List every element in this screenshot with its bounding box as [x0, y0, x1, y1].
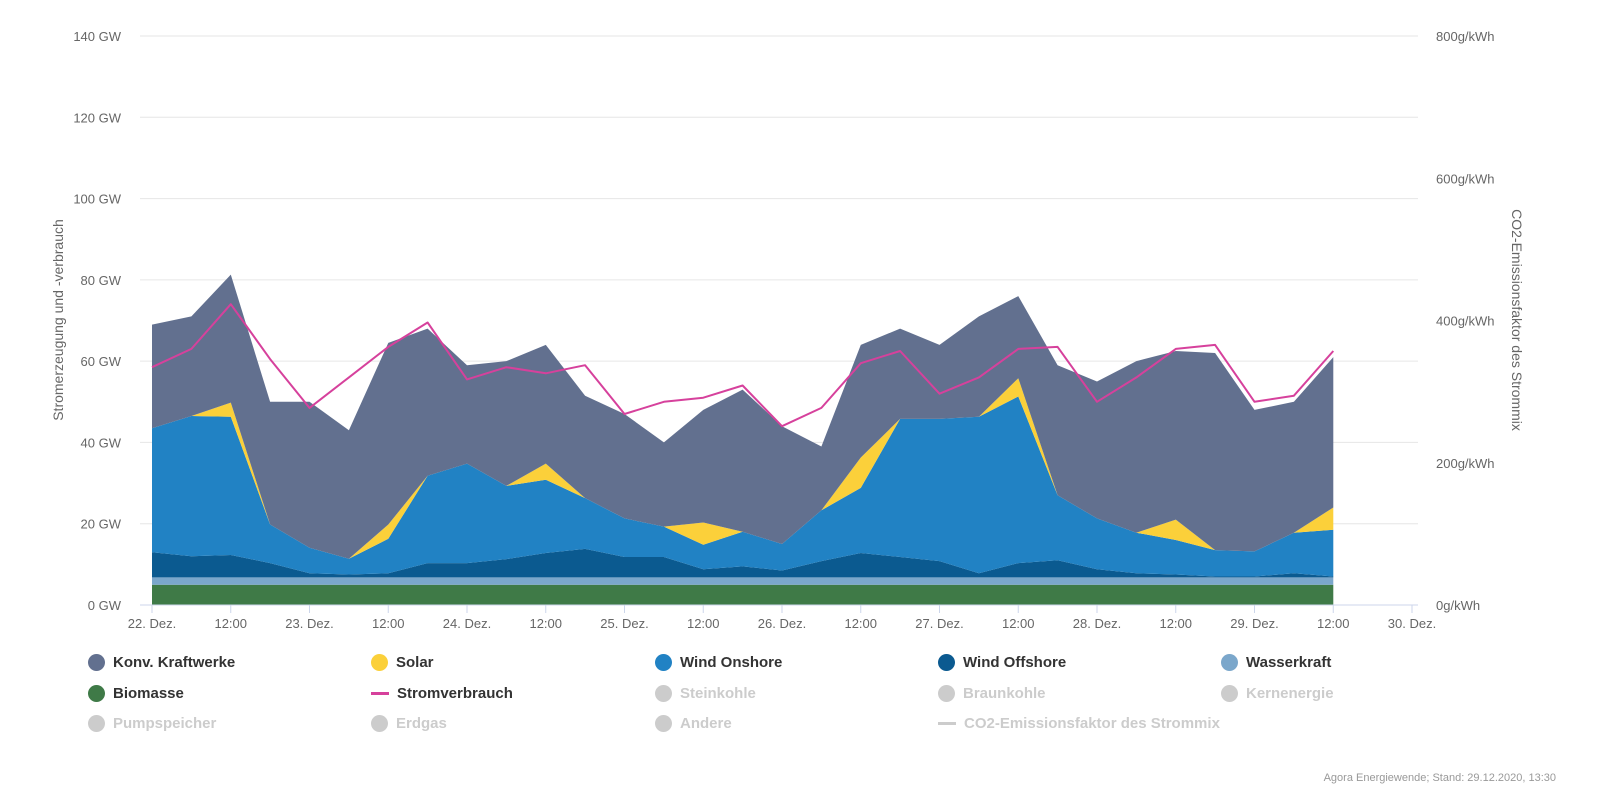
- area-wind-onshore: [152, 396, 1334, 577]
- area-biomasse: [152, 584, 1334, 605]
- x-tick-label: 12:00: [1002, 616, 1035, 631]
- y-tick-label: 20 GW: [81, 517, 122, 532]
- y-tick-label: 100 GW: [73, 192, 121, 207]
- legend-item-kernenergie[interactable]: Kernenergie: [1221, 683, 1334, 703]
- line-stromverbrauch: [151, 303, 1335, 428]
- y-axis-left: 0 GW 20 GW 40 GW 60 GW 80 GW 100 GW 120 GW 140 …: [73, 29, 121, 613]
- legend-label: Kernenergie: [1246, 684, 1334, 702]
- y-axis-title: Stromerzeugung und -verbrauch: [50, 219, 66, 421]
- x-tick-label: 12:00: [844, 616, 877, 631]
- legend-label: Erdgas: [396, 714, 447, 732]
- legend-label: CO2-Emissionsfaktor des Strommix: [964, 714, 1220, 732]
- legend-label: Stromverbrauch: [397, 684, 513, 702]
- legend-label: Solar: [396, 653, 434, 671]
- legend-dot-icon: [655, 714, 672, 732]
- x-tick-label: 24. Dez.: [443, 616, 491, 631]
- legend-line-symbol: [371, 691, 389, 695]
- legend-dot-icon: [371, 653, 388, 671]
- legend-label: Konv. Kraftwerke: [113, 653, 236, 671]
- legend-label: Wind Onshore: [680, 653, 783, 671]
- area-wasserkraft: [152, 577, 1334, 585]
- x-tick-label: 27. Dez.: [915, 616, 963, 631]
- legend-item-co2-emissionsfaktor-des-strommix[interactable]: CO2-Emissionsfaktor des Strommix: [938, 713, 1220, 733]
- legend-item-wind-onshore[interactable]: Wind Onshore: [655, 652, 782, 672]
- stacked-areas: [152, 274, 1334, 605]
- legend-label: Pumpspeicher: [113, 714, 217, 732]
- credits[interactable]: Agora Energiewende; Stand: 29.12.2020, 1…: [1323, 772, 1556, 784]
- y-axis-right: 0g/kWh 200g/kWh 400g/kWh 600g/kWh 800g/kWh: [1436, 29, 1495, 613]
- legend-item-wasserkraft[interactable]: Wasserkraft: [1221, 652, 1331, 672]
- legend-dot-icon: [1221, 653, 1238, 671]
- y-tick-label: 80 GW: [81, 273, 122, 288]
- x-tick-label: 30. Dez.: [1388, 616, 1436, 631]
- x-tick-label: 12:00: [1317, 616, 1350, 631]
- legend-item-wind-offshore[interactable]: Wind Offshore: [938, 652, 1066, 672]
- legend-item-steinkohle[interactable]: Steinkohle: [655, 683, 756, 703]
- y2-axis-title: CO2-Emissionsfaktor des Strommix: [1509, 209, 1525, 431]
- legend-item-biomasse[interactable]: Biomasse: [88, 683, 184, 703]
- legend-label: Andere: [680, 714, 732, 732]
- legend-dot-icon: [655, 653, 672, 671]
- legend-dot-icon: [88, 714, 105, 732]
- y-tick-label: 0 GW: [88, 598, 122, 613]
- y2-tick-label: 800g/kWh: [1436, 29, 1495, 44]
- legend: Konv. Kraftwerke Solar Wind Onshore Wind Of…: [88, 650, 1378, 745]
- legend-item-andere[interactable]: Andere: [655, 713, 732, 733]
- legend-dot-icon: [88, 684, 105, 702]
- area-konv-kraftwerke: [152, 274, 1334, 559]
- legend-item-stromverbrauch[interactable]: Stromverbrauch: [371, 683, 513, 703]
- x-tick-label: 23. Dez.: [285, 616, 333, 631]
- x-tick-label: 22. Dez.: [128, 616, 176, 631]
- y-tick-label: 140 GW: [73, 29, 121, 44]
- area-wind-offshore: [152, 548, 1334, 578]
- legend-label: Biomasse: [113, 684, 184, 702]
- y-tick-label: 120 GW: [73, 110, 121, 125]
- legend-dot-icon: [88, 653, 105, 671]
- legend-dot-icon: [655, 684, 672, 702]
- legend-item-pumpspeicher[interactable]: Pumpspeicher: [88, 713, 216, 733]
- x-tick-label: 12:00: [1159, 616, 1192, 631]
- x-tick-label: 29. Dez.: [1230, 616, 1278, 631]
- y2-tick-label: 400g/kWh: [1436, 314, 1495, 329]
- legend-item-konv-kraftwerke[interactable]: Konv. Kraftwerke: [88, 652, 235, 672]
- legend-line-symbol: [938, 721, 956, 725]
- legend-label: Wasserkraft: [1246, 653, 1332, 671]
- y2-tick-label: 200g/kWh: [1436, 456, 1495, 471]
- y-tick-label: 40 GW: [81, 435, 122, 450]
- legend-label: Wind Offshore: [963, 653, 1067, 671]
- x-tick-label: 12:00: [214, 616, 247, 631]
- legend-label: Steinkohle: [680, 684, 756, 702]
- y-tick-label: 60 GW: [81, 354, 122, 369]
- legend-dot-icon: [371, 714, 388, 732]
- legend-item-solar[interactable]: Solar: [371, 652, 434, 672]
- x-tick-label: 12:00: [529, 616, 562, 631]
- legend-dot-icon: [938, 684, 955, 702]
- legend-dot-icon: [1221, 684, 1238, 702]
- y2-tick-label: 600g/kWh: [1436, 171, 1495, 186]
- x-tick-label: 12:00: [687, 616, 720, 631]
- x-tick-label: 25. Dez.: [600, 616, 648, 631]
- x-tick-label: 12:00: [372, 616, 405, 631]
- legend-item-erdgas[interactable]: Erdgas: [371, 713, 447, 733]
- legend-item-braunkohle[interactable]: Braunkohle: [938, 683, 1046, 703]
- x-axis: 22. Dez. 12:00 23. Dez. 12:00 24. Dez. 12:00 2…: [128, 604, 1436, 631]
- x-tick-label: 26. Dez.: [758, 616, 806, 631]
- legend-dot-icon: [938, 653, 955, 671]
- x-tick-label: 28. Dez.: [1073, 616, 1121, 631]
- legend-label: Braunkohle: [963, 684, 1046, 702]
- y2-tick-label: 0g/kWh: [1436, 598, 1480, 613]
- line-series: [151, 303, 1335, 428]
